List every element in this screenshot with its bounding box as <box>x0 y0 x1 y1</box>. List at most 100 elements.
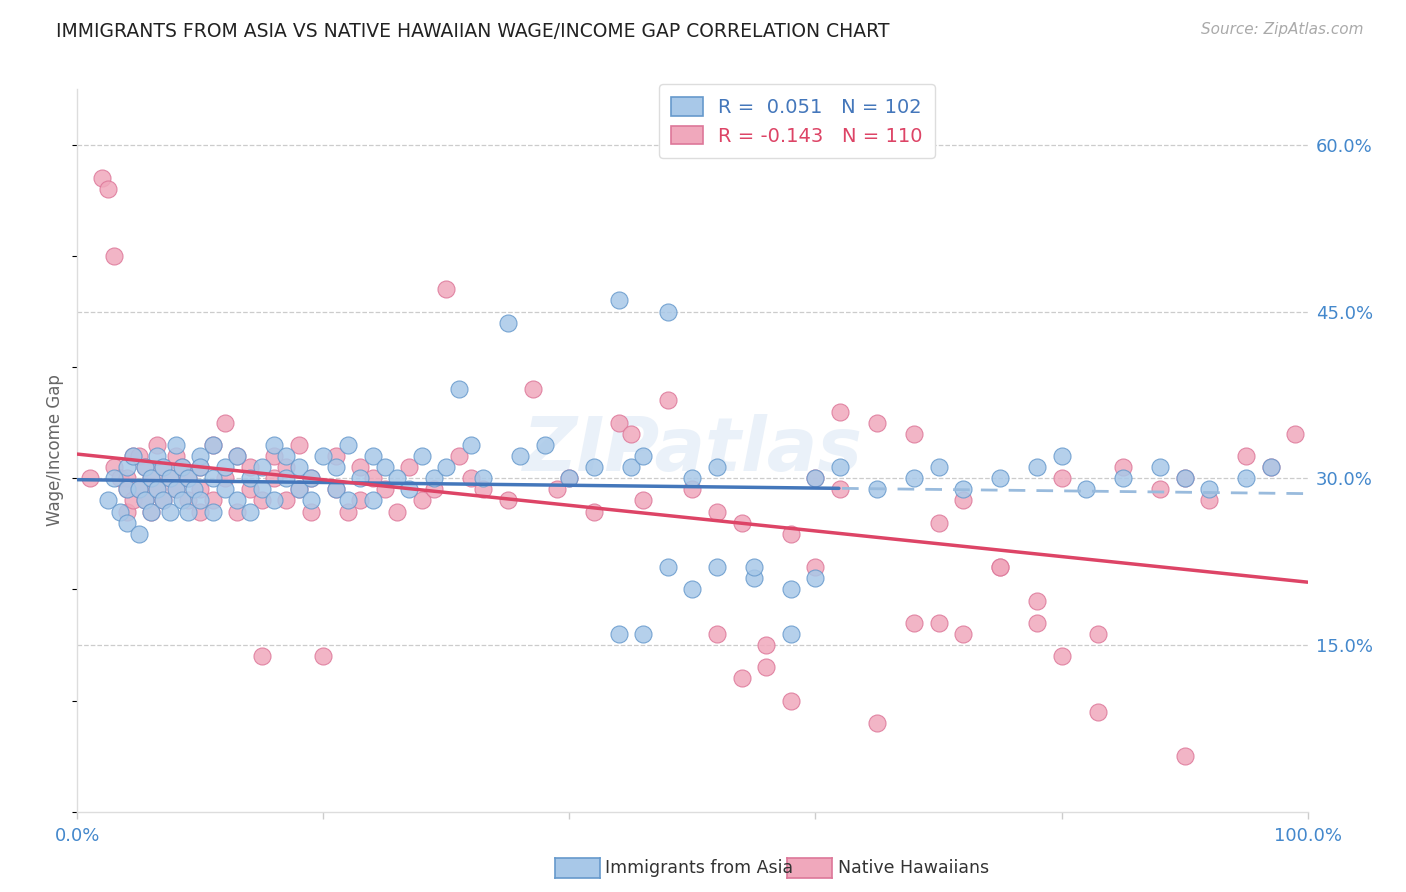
Point <box>115 505 138 519</box>
Point <box>546 483 568 497</box>
Point <box>177 493 200 508</box>
Point <box>239 460 262 475</box>
Point <box>239 471 262 485</box>
Point <box>620 460 643 475</box>
Point <box>411 493 433 508</box>
Point <box>214 460 236 475</box>
Point <box>337 493 360 508</box>
Point <box>780 582 803 597</box>
Point <box>731 671 754 685</box>
Point <box>1234 471 1257 485</box>
Point <box>103 249 125 263</box>
Point <box>1260 460 1282 475</box>
Point <box>201 493 224 508</box>
Point <box>1260 460 1282 475</box>
Point <box>361 471 384 485</box>
Point <box>141 505 163 519</box>
Point <box>325 460 347 475</box>
Point <box>103 471 125 485</box>
Point <box>165 483 187 497</box>
Point <box>337 438 360 452</box>
Point <box>657 560 679 574</box>
Point <box>165 449 187 463</box>
Point <box>1050 471 1073 485</box>
Point <box>633 627 655 641</box>
Point <box>830 460 852 475</box>
Point <box>952 627 974 641</box>
Point <box>152 493 174 508</box>
Point <box>657 393 679 408</box>
Point <box>250 483 273 497</box>
Point <box>115 483 138 497</box>
Text: Native Hawaiians: Native Hawaiians <box>838 859 988 877</box>
Point <box>755 638 778 652</box>
Point <box>780 627 803 641</box>
Point <box>276 460 298 475</box>
Point <box>165 438 187 452</box>
Point <box>398 483 420 497</box>
Point <box>288 483 311 497</box>
Point <box>141 471 163 485</box>
Point <box>121 493 143 508</box>
Point <box>460 471 482 485</box>
Point <box>263 449 285 463</box>
Point <box>509 449 531 463</box>
Point <box>141 471 163 485</box>
Point <box>903 615 925 630</box>
Point <box>866 483 889 497</box>
Point <box>1050 649 1073 664</box>
Point <box>1112 471 1135 485</box>
Point <box>121 449 143 463</box>
Point <box>706 560 728 574</box>
Point <box>780 526 803 541</box>
Point <box>276 493 298 508</box>
Point <box>337 505 360 519</box>
Point <box>496 493 519 508</box>
Point <box>226 505 249 519</box>
Point <box>97 182 120 196</box>
Point <box>141 505 163 519</box>
Point <box>1174 749 1197 764</box>
Point <box>190 493 212 508</box>
Point <box>387 471 409 485</box>
Point <box>152 493 174 508</box>
Point <box>226 449 249 463</box>
Point <box>607 293 630 308</box>
Point <box>115 516 138 530</box>
Point <box>988 560 1011 574</box>
Point <box>423 471 446 485</box>
Point <box>288 438 311 452</box>
Point <box>1149 460 1171 475</box>
Point <box>190 460 212 475</box>
Point <box>250 493 273 508</box>
Point <box>1076 483 1098 497</box>
Point <box>682 483 704 497</box>
Point <box>742 560 765 574</box>
Text: Immigrants from Asia: Immigrants from Asia <box>605 859 793 877</box>
Point <box>903 426 925 441</box>
Point <box>866 416 889 430</box>
Point <box>1284 426 1306 441</box>
Point <box>97 493 120 508</box>
Point <box>607 627 630 641</box>
Point <box>190 505 212 519</box>
Point <box>325 483 347 497</box>
Point <box>159 471 181 485</box>
Text: IMMIGRANTS FROM ASIA VS NATIVE HAWAIIAN WAGE/INCOME GAP CORRELATION CHART: IMMIGRANTS FROM ASIA VS NATIVE HAWAIIAN … <box>56 22 890 41</box>
Point <box>239 505 262 519</box>
Point <box>1026 593 1049 607</box>
Point <box>436 282 458 296</box>
Point <box>374 483 396 497</box>
Point <box>830 404 852 418</box>
Point <box>115 483 138 497</box>
Point <box>558 471 581 485</box>
Point <box>1087 705 1109 719</box>
Point <box>361 449 384 463</box>
Point <box>804 471 827 485</box>
Point <box>534 438 557 452</box>
Point <box>472 483 495 497</box>
Point <box>731 516 754 530</box>
Point <box>411 449 433 463</box>
Point <box>299 471 322 485</box>
Point <box>866 715 889 730</box>
